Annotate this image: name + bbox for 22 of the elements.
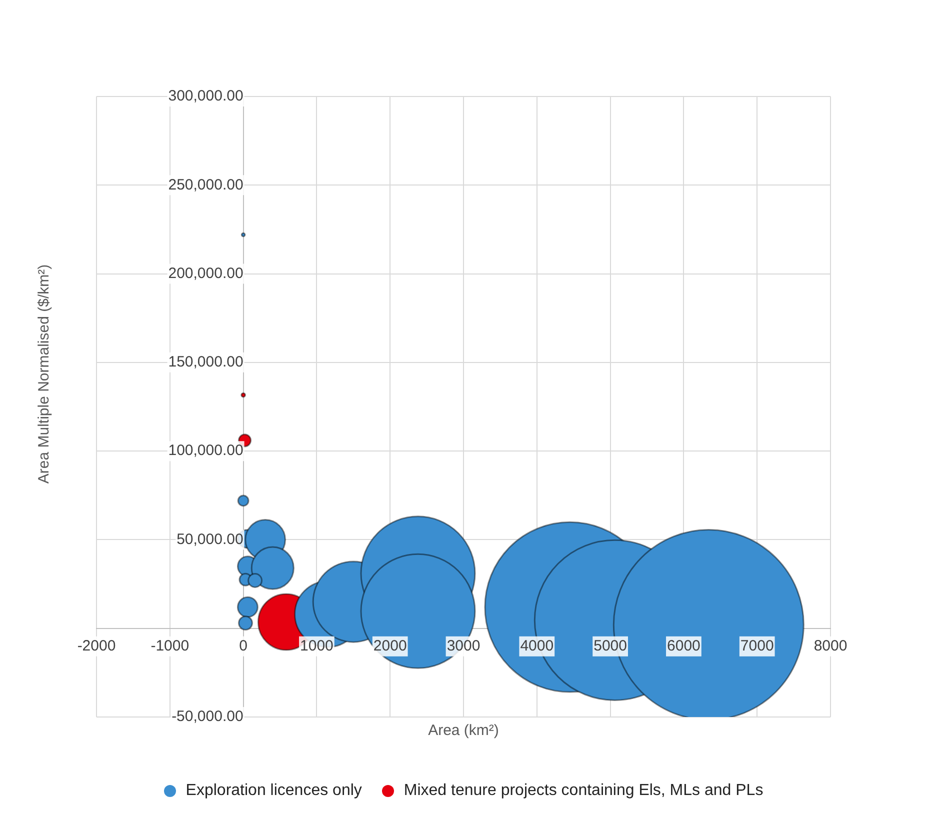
y-axis-title: Area Multiple Normalised ($/km²) [36, 264, 52, 484]
y-tick-label: 100,000.00 [168, 442, 244, 460]
x-tick-label: 5000 [594, 638, 627, 654]
y-tick-label: 300,000.00 [168, 88, 244, 105]
x-tick-label: -1000 [150, 638, 190, 654]
x-tick-label: -2000 [77, 638, 116, 654]
x-tick-label: 3000 [446, 638, 480, 654]
y-tick-label: 200,000.00 [168, 264, 244, 282]
y-tick-label: 150,000.00 [168, 354, 244, 371]
x-tick-label: 4000 [520, 638, 554, 654]
x-tick-label: 1000 [300, 638, 334, 654]
x-tick-label: 2000 [373, 638, 407, 654]
y-tick-label: 250,000.00 [168, 176, 244, 194]
x-tick-label: 7000 [740, 638, 774, 654]
y-tick-label: 50,000.00 [176, 530, 244, 548]
x-tick-label: 0 [239, 638, 248, 654]
x-axis-title: Area (km²) [428, 722, 499, 739]
x-tick-label: 6000 [667, 638, 700, 654]
x-tick-label: 8000 [814, 638, 848, 654]
legend-label: Mixed tenure projects containing Els, MLs and PLs [402, 782, 764, 800]
legend-label: Exploration licences only [184, 782, 362, 800]
y-tick-label: -50,000.00 [172, 708, 244, 726]
